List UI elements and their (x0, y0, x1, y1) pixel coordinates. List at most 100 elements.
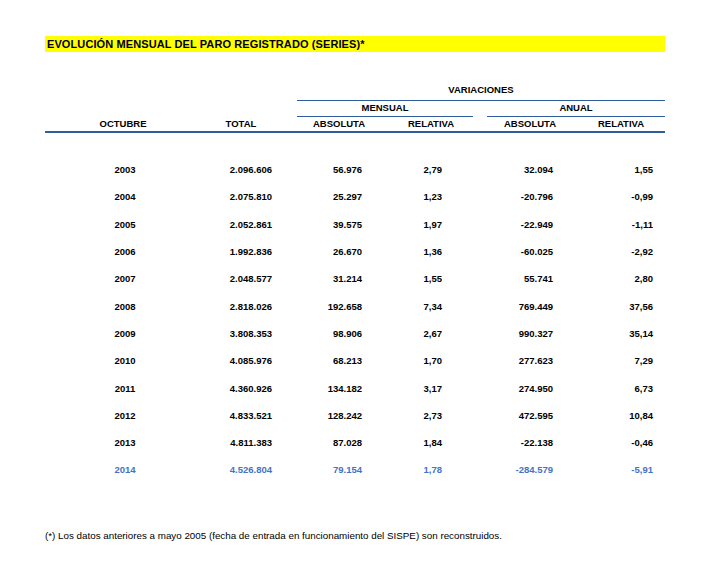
cell-relativa-anual: -2,92 (553, 246, 653, 257)
cell-absoluta-mensual: 134.182 (272, 383, 362, 394)
cell-year: 2012 (45, 410, 205, 421)
rule-under-anual (487, 116, 665, 117)
cell-relativa-mensual: 1,36 (362, 246, 442, 257)
cell-total: 2.048.577 (205, 273, 272, 284)
cell-year: 2014 (45, 464, 205, 475)
cell-total: 4.360.926 (205, 383, 272, 394)
cell-total: 2.818.026 (205, 301, 272, 312)
cell-relativa-anual: 10,84 (553, 410, 653, 421)
cell-year: 2011 (45, 383, 205, 394)
cell-total: 3.808.353 (205, 328, 272, 339)
cell-year: 2004 (45, 191, 205, 202)
cell-absoluta-anual: -22.138 (442, 437, 553, 448)
table-body: 20032.096.60656.9762,7932.0941,5520042.0… (45, 156, 665, 484)
table-row: 20052.052.86139.5751,97-22.949-1,11 (45, 211, 665, 238)
column-group-anual: ANUAL (487, 102, 665, 114)
cell-total: 4.526.804 (205, 464, 272, 475)
column-header-total: TOTAL (191, 118, 291, 130)
table-header: VARIACIONES MENSUAL ANUAL OCTUBRE TOTAL … (45, 84, 665, 134)
cell-year: 2009 (45, 328, 205, 339)
cell-year: 2013 (45, 437, 205, 448)
cell-total: 4.085.976 (205, 355, 272, 366)
column-header-relativa-anual: RELATIVA (571, 118, 671, 130)
cell-relativa-anual: -0,46 (553, 437, 653, 448)
cell-absoluta-mensual: 98.906 (272, 328, 362, 339)
cell-absoluta-mensual: 26.670 (272, 246, 362, 257)
cell-absoluta-anual: 32.094 (442, 164, 553, 175)
table-row: 20114.360.926134.1823,17274.9506,73 (45, 374, 665, 401)
table-row: 20124.833.521128.2422,73472.59510,84 (45, 402, 665, 429)
header-bottom-rule (45, 131, 665, 133)
cell-absoluta-mensual: 68.213 (272, 355, 362, 366)
table-row: 20104.085.97668.2131,70277.6237,29 (45, 347, 665, 374)
cell-absoluta-mensual: 79.154 (272, 464, 362, 475)
cell-absoluta-anual: -60.025 (442, 246, 553, 257)
cell-relativa-mensual: 2,67 (362, 328, 442, 339)
cell-total: 1.992.836 (205, 246, 272, 257)
cell-absoluta-anual: 990.327 (442, 328, 553, 339)
cell-total: 2.052.861 (205, 219, 272, 230)
cell-absoluta-mensual: 56.976 (272, 164, 362, 175)
cell-year: 2003 (45, 164, 205, 175)
table-row: 20082.818.026192.6587,34769.44937,56 (45, 292, 665, 319)
cell-relativa-mensual: 7,34 (362, 301, 442, 312)
cell-absoluta-mensual: 128.242 (272, 410, 362, 421)
cell-absoluta-anual: 274.950 (442, 383, 553, 394)
cell-absoluta-mensual: 31.214 (272, 273, 362, 284)
table-row: 20134.811.38387.0281,84-22.138-0,46 (45, 429, 665, 456)
footnote: (*) Los datos anteriores a mayo 2005 (fe… (45, 530, 685, 541)
cell-absoluta-anual: 769.449 (442, 301, 553, 312)
cell-absoluta-anual: 277.623 (442, 355, 553, 366)
cell-absoluta-anual: 472.595 (442, 410, 553, 421)
cell-year: 2007 (45, 273, 205, 284)
table-row: 20042.075.81025.2971,23-20.796-0,99 (45, 183, 665, 210)
cell-relativa-mensual: 1,78 (362, 464, 442, 475)
cell-absoluta-mensual: 39.575 (272, 219, 362, 230)
table-row: 20093.808.35398.9062,67990.32735,14 (45, 320, 665, 347)
cell-relativa-anual: 1,55 (553, 164, 653, 175)
cell-absoluta-anual: -284.579 (442, 464, 553, 475)
cell-absoluta-mensual: 192.658 (272, 301, 362, 312)
cell-relativa-anual: 7,29 (553, 355, 653, 366)
cell-relativa-anual: 35,14 (553, 328, 653, 339)
column-header-relativa-mensual: RELATIVA (381, 118, 481, 130)
cell-year: 2008 (45, 301, 205, 312)
cell-absoluta-anual: -22.949 (442, 219, 553, 230)
document-page: EVOLUCIÓN MENSUAL DEL PARO REGISTRADO (S… (0, 0, 710, 575)
column-header-absoluta-mensual: ABSOLUTA (289, 118, 389, 130)
cell-absoluta-anual: 55.741 (442, 273, 553, 284)
table-row: 20072.048.57731.2141,5555.7412,80 (45, 265, 665, 292)
rule-under-mensual (297, 116, 473, 117)
title-highlight-bar: EVOLUCIÓN MENSUAL DEL PARO REGISTRADO (S… (45, 36, 665, 52)
cell-absoluta-mensual: 87.028 (272, 437, 362, 448)
cell-relativa-mensual: 2,73 (362, 410, 442, 421)
table-row: 20032.096.60656.9762,7932.0941,55 (45, 156, 665, 183)
cell-total: 4.833.521 (205, 410, 272, 421)
table-row: 20061.992.83626.6701,36-60.025-2,92 (45, 238, 665, 265)
cell-relativa-mensual: 1,70 (362, 355, 442, 366)
cell-relativa-anual: -1,11 (553, 219, 653, 230)
column-header-absoluta-anual: ABSOLUTA (480, 118, 580, 130)
cell-year: 2005 (45, 219, 205, 230)
cell-relativa-anual: -5,91 (553, 464, 653, 475)
page-title: EVOLUCIÓN MENSUAL DEL PARO REGISTRADO (S… (45, 36, 665, 52)
cell-relativa-anual: 6,73 (553, 383, 653, 394)
column-header-octubre: OCTUBRE (45, 118, 201, 130)
cell-relativa-mensual: 1,84 (362, 437, 442, 448)
cell-absoluta-mensual: 25.297 (272, 191, 362, 202)
cell-total: 4.811.383 (205, 437, 272, 448)
cell-relativa-mensual: 2,79 (362, 164, 442, 175)
cell-absoluta-anual: -20.796 (442, 191, 553, 202)
column-group-mensual: MENSUAL (297, 102, 473, 114)
cell-year: 2006 (45, 246, 205, 257)
cell-year: 2010 (45, 355, 205, 366)
table-row: 20144.526.80479.1541,78-284.579-5,91 (45, 456, 665, 483)
cell-total: 2.096.606 (205, 164, 272, 175)
cell-relativa-mensual: 1,23 (362, 191, 442, 202)
cell-total: 2.075.810 (205, 191, 272, 202)
cell-relativa-anual: -0,99 (553, 191, 653, 202)
cell-relativa-mensual: 1,55 (362, 273, 442, 284)
rule-under-variaciones (297, 100, 665, 101)
cell-relativa-anual: 37,56 (553, 301, 653, 312)
cell-relativa-mensual: 1,97 (362, 219, 442, 230)
